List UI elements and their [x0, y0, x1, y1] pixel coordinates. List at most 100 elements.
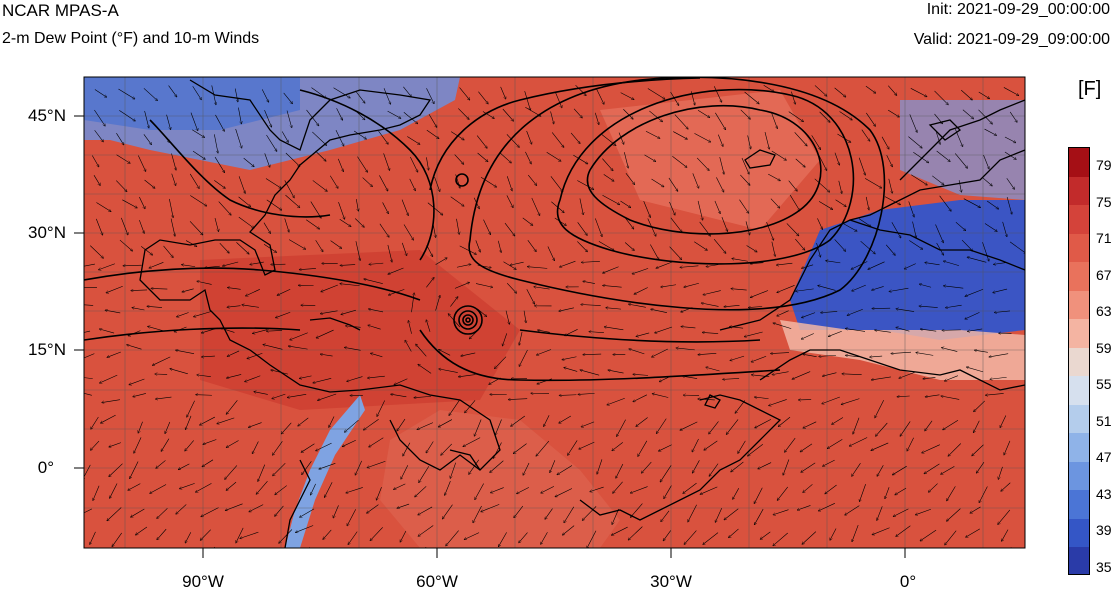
wind-arrow: [84, 377, 93, 379]
wind-arrow: [935, 224, 944, 242]
wind-arrow: [577, 180, 593, 189]
wind-arrow: [748, 443, 764, 456]
wind-arrow: [896, 309, 915, 312]
wind-arrow: [94, 109, 105, 126]
wind-arrow: [634, 287, 648, 295]
subtitle: 2-m Dew Point (°F) and 10-m Winds: [2, 30, 260, 47]
wind-arrow: [275, 505, 284, 516]
colorbar-label: 51: [1096, 412, 1112, 429]
wind-arrow: [250, 261, 264, 264]
wind-arrow: [477, 264, 491, 267]
wind-arrow: [213, 546, 216, 548]
wind-arrow: [238, 176, 245, 193]
wind-arrow: [825, 484, 837, 494]
wind-arrow: [597, 459, 603, 474]
wind-arrow: [129, 378, 145, 385]
wind-arrow: [730, 554, 746, 565]
wind-arrow: [273, 462, 286, 476]
wind-arrow: [388, 289, 405, 295]
wind-arrow: [299, 375, 312, 379]
wind-arrow: [196, 395, 212, 396]
wind-arrow: [664, 485, 672, 499]
init-time: Init: 2021-09-29_00:00:00: [926, 1, 1110, 18]
wind-arrow: [459, 87, 470, 100]
wind-arrow: [445, 481, 451, 495]
wind-arrow: [803, 421, 817, 428]
wind-arrow: [162, 552, 169, 564]
colorbar-segment: [1069, 376, 1089, 405]
wind-arrow: [730, 355, 745, 360]
wind-arrow: [394, 378, 408, 385]
wind-arrow: [1004, 440, 1011, 455]
wind-arrow: [107, 351, 121, 357]
wind-arrow: [758, 462, 772, 469]
wind-arrow: [563, 525, 575, 535]
wind-arrow: [506, 283, 516, 293]
wind-arrow: [580, 370, 600, 376]
wind-arrow: [865, 196, 869, 210]
wind-arrow: [403, 224, 413, 240]
wind-arrow: [369, 309, 384, 313]
wind-arrow: [346, 487, 363, 492]
wind-arrow: [697, 200, 703, 220]
wind-arrow: [508, 399, 528, 400]
wind-arrow: [449, 400, 460, 415]
wind-arrow: [589, 550, 600, 557]
wind-arrow: [333, 87, 351, 98]
wind-arrow: [315, 150, 325, 161]
wind-arrow: [579, 198, 583, 214]
wind-arrow: [783, 459, 790, 476]
wind-arrow: [565, 329, 578, 335]
wind-arrow: [724, 508, 739, 520]
wind-arrow: [602, 158, 613, 171]
wind-arrow: [698, 353, 717, 354]
wind-arrow: [549, 555, 556, 568]
wind-arrow: [308, 547, 310, 548]
wind-arrow: [603, 174, 614, 181]
wind-arrow: [965, 312, 980, 319]
plot-area: [84, 77, 1025, 570]
wind-arrow: [119, 110, 135, 121]
wind-arrow: [934, 90, 949, 105]
wind-arrow: [604, 327, 624, 331]
colorbar-segment: [1069, 518, 1089, 548]
colorbar-segment: [1069, 205, 1089, 234]
wind-arrow: [568, 440, 578, 455]
wind-arrow: [801, 333, 814, 339]
colorbar-label: 43: [1096, 485, 1112, 502]
wind-arrow: [692, 438, 699, 452]
wind-arrow: [928, 552, 940, 566]
wind-arrow: [744, 331, 763, 337]
wind-arrow: [697, 110, 710, 117]
wind-arrow: [189, 221, 203, 235]
wind-arrow: [185, 415, 192, 430]
wind-arrow: [826, 261, 841, 264]
wind-arrow: [778, 554, 792, 562]
wind-arrow: [395, 554, 402, 570]
wind-arrow: [828, 330, 842, 336]
wind-arrow: [942, 348, 958, 352]
wind-arrow: [171, 153, 176, 170]
wind-arrow: [960, 89, 972, 100]
wind-arrow: [112, 532, 122, 547]
wind-arrow: [747, 135, 751, 148]
wind-arrow: [579, 441, 595, 449]
wind-arrow: [1002, 221, 1007, 237]
wind-arrow: [659, 444, 672, 451]
wind-arrow: [234, 88, 238, 102]
wind-arrow: [899, 371, 916, 378]
wind-arrow: [417, 422, 434, 430]
wind-arrow: [85, 552, 96, 562]
wind-arrow: [715, 112, 725, 130]
dry-region-iberia-sahara: [790, 200, 1025, 340]
wind-arrow: [296, 525, 314, 533]
wind-arrow: [128, 330, 141, 336]
wind-arrow: [228, 288, 241, 290]
wind-arrow: [886, 155, 893, 166]
wind-arrow: [168, 85, 177, 97]
wind-arrow: [473, 505, 482, 523]
wind-arrow: [922, 444, 940, 453]
wind-arrow: [473, 197, 479, 209]
wind-arrow: [330, 240, 342, 249]
wind-arrow: [629, 349, 645, 355]
